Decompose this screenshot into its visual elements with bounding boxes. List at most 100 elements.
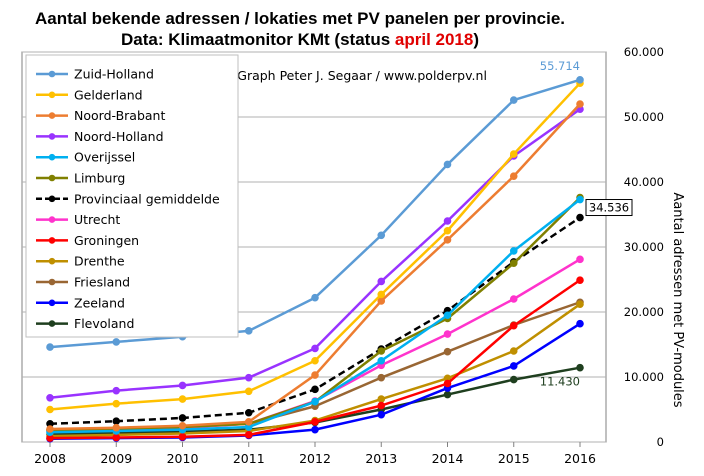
data-point — [509, 259, 518, 268]
data-point — [509, 172, 518, 180]
data-point — [443, 311, 452, 320]
data-point — [377, 410, 386, 419]
data-point — [377, 290, 386, 299]
x-tick-label: 2010 — [167, 451, 199, 466]
data-point — [112, 423, 121, 432]
data-point — [509, 247, 518, 255]
y-axis-ticks: 0 10.000 20.000 30.000 40.000 50.000 60.000 — [624, 45, 664, 449]
x-tick-label: 2015 — [498, 451, 530, 466]
legend-swatch-marker — [48, 216, 56, 223]
legend-label: Flevoland — [74, 316, 134, 331]
data-point — [112, 417, 121, 426]
data-point — [509, 362, 518, 370]
data-point — [509, 96, 518, 104]
legend-swatch-marker — [48, 133, 56, 140]
legend-label: Overijssel — [74, 150, 135, 165]
chart-title-line2-suffix: ) — [473, 30, 479, 49]
data-point — [377, 297, 386, 305]
legend-label: Provinciaal gemiddelde — [74, 191, 220, 206]
legend-label: Noord-Holland — [74, 129, 164, 144]
data-point — [509, 375, 518, 384]
y-tick-label: 60.000 — [624, 45, 664, 59]
legend-swatch-marker — [48, 70, 56, 78]
data-point — [443, 347, 452, 356]
legend-item: Flevoland — [36, 316, 134, 331]
data-point — [46, 405, 54, 414]
data-point — [576, 276, 584, 284]
data-point — [576, 195, 584, 204]
data-point — [443, 236, 452, 244]
series-gelderland — [46, 79, 584, 414]
data-point — [377, 395, 386, 403]
data-point — [576, 213, 584, 222]
legend-swatch-marker — [48, 195, 56, 203]
legend-label: Drenthe — [74, 254, 125, 269]
legend-item: Noord-Holland — [36, 129, 164, 144]
x-tick-label: 2016 — [564, 451, 596, 466]
y-tick-label: 20.000 — [624, 305, 664, 319]
y-axis-label: Aantal adressen met PV-modules — [670, 192, 685, 407]
data-point — [311, 371, 319, 379]
data-point — [311, 344, 319, 353]
legend-item: Limburg — [36, 171, 125, 186]
data-point — [244, 418, 253, 426]
annotation-label: 34.536 — [589, 201, 629, 215]
legend-label: Zeeland — [74, 295, 125, 310]
data-point — [46, 425, 54, 433]
x-tick-label: 2008 — [34, 451, 66, 466]
x-tick-label: 2014 — [432, 451, 464, 466]
x-tick-label: 2012 — [299, 451, 331, 466]
data-point — [244, 431, 253, 439]
data-point — [509, 295, 518, 303]
data-point — [377, 231, 386, 240]
y-tick-label: 50.000 — [624, 110, 664, 124]
data-point — [311, 293, 319, 302]
data-point — [443, 330, 452, 338]
y-tick-label: 10.000 — [624, 370, 664, 384]
data-point — [509, 150, 518, 158]
data-point — [178, 395, 187, 403]
chart-title-line2-prefix: Data: Klimaatmonitor KMt (status — [121, 30, 395, 49]
legend-swatch-marker — [48, 153, 56, 161]
data-point — [244, 327, 253, 335]
data-point — [244, 373, 253, 382]
data-point — [377, 356, 386, 365]
legend-item: Utrecht — [36, 212, 120, 227]
copyright-text: © 2018 Graph Peter J. Segaar / www.polde… — [185, 68, 487, 83]
data-point — [377, 373, 386, 382]
data-point — [112, 399, 121, 408]
annotation-label: 11.430 — [540, 375, 580, 389]
x-tick-label: 2013 — [365, 451, 397, 466]
data-point — [311, 385, 319, 394]
data-point — [311, 356, 319, 365]
legend-box — [25, 54, 239, 338]
data-point — [244, 387, 253, 396]
data-point — [443, 379, 452, 388]
series-groningen — [46, 276, 584, 442]
data-point — [244, 408, 253, 417]
data-point — [178, 421, 187, 430]
x-tick-label: 2011 — [233, 451, 265, 466]
legend-item: Noord-Brabant — [36, 108, 165, 123]
legend-swatch-marker — [48, 299, 56, 307]
legend-label: Gelderland — [74, 87, 143, 102]
data-point — [377, 401, 386, 410]
chart-title-line2-highlight: april 2018 — [395, 30, 473, 49]
legend-item: Friesland — [36, 275, 130, 290]
y-tick-label: 0 — [657, 435, 664, 449]
data-point — [443, 226, 452, 235]
legend-label: Utrecht — [74, 212, 120, 227]
legend-label: Limburg — [74, 171, 125, 186]
data-point — [443, 160, 452, 169]
data-point — [443, 390, 452, 399]
legend-label: Zuid-Holland — [74, 67, 154, 82]
legend-item: Provinciaal gemiddelde — [36, 191, 220, 206]
series-lines — [46, 76, 584, 443]
x-axis-ticks: 2008 2009 2010 2011 2012 2013 2014 2015 2016 — [34, 442, 596, 466]
data-point — [443, 217, 452, 225]
legend-label: Groningen — [74, 233, 139, 248]
data-point — [178, 433, 187, 441]
data-point — [576, 76, 584, 84]
